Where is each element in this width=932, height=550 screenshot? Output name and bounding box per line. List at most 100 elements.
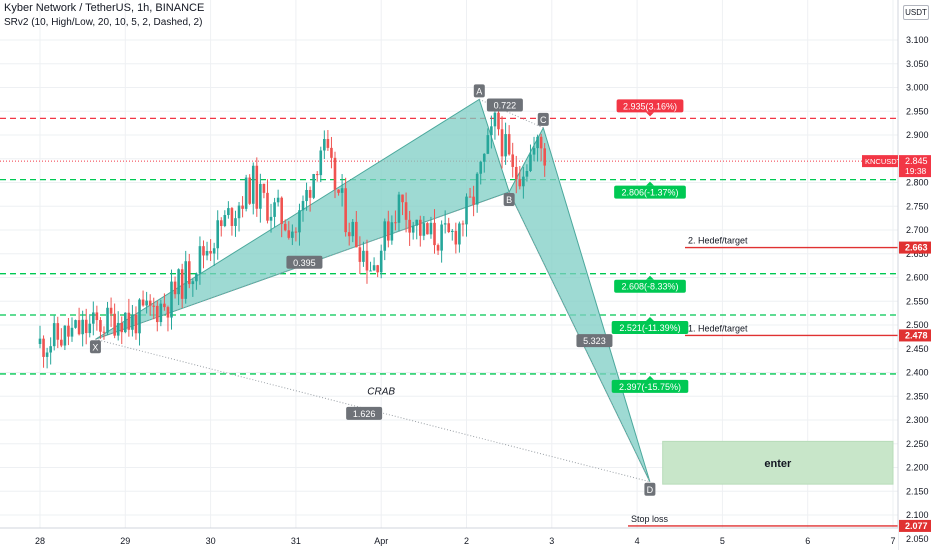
candle-body: [465, 196, 468, 225]
target-price-tag-text: 2.478: [905, 330, 928, 340]
candle-body: [173, 281, 177, 295]
price-tick: 2.300: [906, 415, 929, 425]
candle-body: [92, 312, 95, 324]
price-tick: 2.350: [906, 391, 929, 401]
candle-body: [486, 135, 490, 154]
candle-body: [195, 273, 198, 282]
candle-body: [379, 250, 383, 273]
sr-label-text: 2.397(-15.75%): [619, 382, 681, 392]
candle-body: [248, 177, 251, 204]
candle-body: [365, 250, 369, 271]
candle-body: [323, 138, 326, 151]
time-tick: 31: [291, 536, 301, 546]
candle-body: [344, 188, 347, 233]
ratio-label-text: 5.323: [583, 336, 606, 346]
pattern-point-c: C: [537, 112, 549, 126]
target-label: Stop loss: [631, 514, 669, 524]
ratio-label-bg: [346, 406, 383, 420]
candle-body: [404, 202, 408, 220]
candle-body: [84, 319, 88, 334]
sr-label-arrow: [646, 181, 654, 186]
sr-label: 2.935(3.16%): [616, 99, 684, 117]
price-tick: 3.000: [906, 83, 929, 93]
candle-body: [347, 232, 351, 237]
candle-body: [539, 136, 543, 149]
candle-body: [259, 183, 262, 209]
candle-body: [230, 208, 234, 226]
candle-body: [60, 339, 63, 346]
last-price-value: 2.845: [905, 156, 928, 166]
candle-body: [138, 299, 141, 334]
candle-body: [411, 225, 415, 233]
candle-body: [390, 222, 394, 241]
candle-body: [180, 269, 184, 299]
pattern-point-x-bg: [89, 340, 101, 354]
pattern-point-d-bg: [644, 482, 656, 496]
candle-body: [159, 303, 163, 323]
ratio-label-bg: [486, 98, 523, 112]
price-tick: 2.200: [906, 463, 929, 473]
candle-body: [283, 223, 287, 231]
currency-badge[interactable]: USDT: [903, 5, 929, 20]
candle-body: [315, 174, 319, 176]
candle-body: [77, 320, 81, 335]
price-tick: 3.100: [906, 35, 929, 45]
price-tick: 2.100: [906, 510, 929, 520]
candle-body: [337, 189, 340, 193]
ratio-label-bg: [286, 255, 323, 269]
sr-label-text: 2.935(3.16%): [623, 101, 677, 111]
candle-body: [155, 305, 159, 323]
candle-body: [475, 173, 479, 205]
candle-body: [45, 352, 49, 357]
time-tick: 7: [890, 536, 895, 546]
price-axis: 3.1003.0503.0002.9502.9002.8502.8002.750…: [862, 0, 932, 550]
candle-body: [95, 312, 99, 321]
candle-body: [276, 197, 280, 203]
candle-body: [415, 219, 419, 226]
price-tick: 2.800: [906, 178, 929, 188]
sr-label: 2.397(-15.75%): [611, 375, 689, 393]
candle-body: [500, 129, 504, 157]
target-price-tag: 2.663: [899, 241, 931, 254]
candle-body: [351, 221, 355, 237]
candle-body: [67, 325, 70, 337]
candle-body: [394, 222, 397, 224]
sr-label-text: 2.521(-11.39%): [619, 323, 680, 333]
candle-body: [312, 174, 315, 198]
candle-body: [458, 223, 461, 245]
candle-body: [372, 265, 376, 271]
candle-body: [177, 269, 180, 295]
symbol-title[interactable]: Kyber Network / TetherUS, 1h, BINANCE: [4, 2, 205, 14]
candle-body: [227, 208, 230, 216]
candle-body: [532, 148, 536, 155]
candle-body: [127, 312, 131, 330]
candle-body: [355, 221, 358, 248]
last-price-bg: [899, 155, 931, 178]
sr-label-bg: [611, 379, 689, 393]
candle-body: [81, 319, 84, 335]
sr-label-arrow: [646, 375, 654, 380]
price-tick: 2.400: [906, 368, 929, 378]
candle-body: [401, 194, 404, 203]
pattern-point-b-text: B: [506, 195, 512, 205]
target-price-tag-text: 2.663: [905, 243, 928, 253]
candle-body: [408, 219, 411, 233]
candle-body: [255, 165, 259, 209]
candle-body: [518, 179, 522, 187]
candle-body: [433, 222, 436, 246]
sr-label-text: 2.608(-8.33%): [621, 282, 678, 292]
indicator-legend[interactable]: SRv2 (10, High/Low, 20, 10, 5, 2, Dashed…: [4, 17, 203, 28]
time-tick: 30: [206, 536, 216, 546]
entry-zone: [662, 440, 894, 485]
pattern-point-d: D: [644, 482, 656, 496]
candle-body: [166, 307, 170, 318]
candle-body: [514, 166, 518, 180]
candle-body: [376, 265, 379, 273]
price-tick: 2.250: [906, 439, 929, 449]
candle-body: [262, 183, 266, 193]
symbol-tag-bg: [862, 155, 898, 168]
candle-body: [202, 246, 205, 256]
candle-body: [42, 338, 45, 357]
candle-body: [507, 134, 511, 155]
